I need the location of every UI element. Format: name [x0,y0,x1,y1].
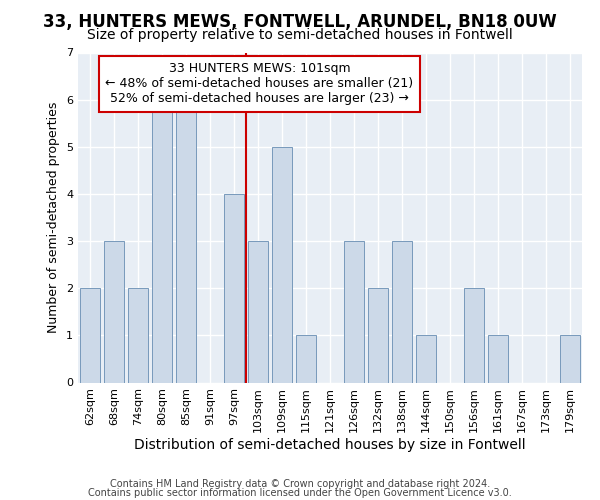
Bar [80,288,100,382]
Bar [368,288,388,382]
Bar [560,336,580,382]
Y-axis label: Number of semi-detached properties: Number of semi-detached properties [47,102,61,333]
Bar [344,241,364,382]
Bar [152,100,172,383]
Bar [392,241,412,382]
Bar [176,100,196,383]
X-axis label: Distribution of semi-detached houses by size in Fontwell: Distribution of semi-detached houses by … [134,438,526,452]
Bar [464,288,484,382]
Bar [416,336,436,382]
Text: Contains public sector information licensed under the Open Government Licence v3: Contains public sector information licen… [88,488,512,498]
Text: Contains HM Land Registry data © Crown copyright and database right 2024.: Contains HM Land Registry data © Crown c… [110,479,490,489]
Bar [224,194,244,382]
Text: Size of property relative to semi-detached houses in Fontwell: Size of property relative to semi-detach… [87,28,513,42]
Bar [248,241,268,382]
Bar [272,147,292,382]
Bar [296,336,316,382]
Text: 33 HUNTERS MEWS: 101sqm
← 48% of semi-detached houses are smaller (21)
52% of se: 33 HUNTERS MEWS: 101sqm ← 48% of semi-de… [106,62,413,106]
Bar [488,336,508,382]
Bar [104,241,124,382]
Bar [128,288,148,382]
Text: 33, HUNTERS MEWS, FONTWELL, ARUNDEL, BN18 0UW: 33, HUNTERS MEWS, FONTWELL, ARUNDEL, BN1… [43,12,557,30]
